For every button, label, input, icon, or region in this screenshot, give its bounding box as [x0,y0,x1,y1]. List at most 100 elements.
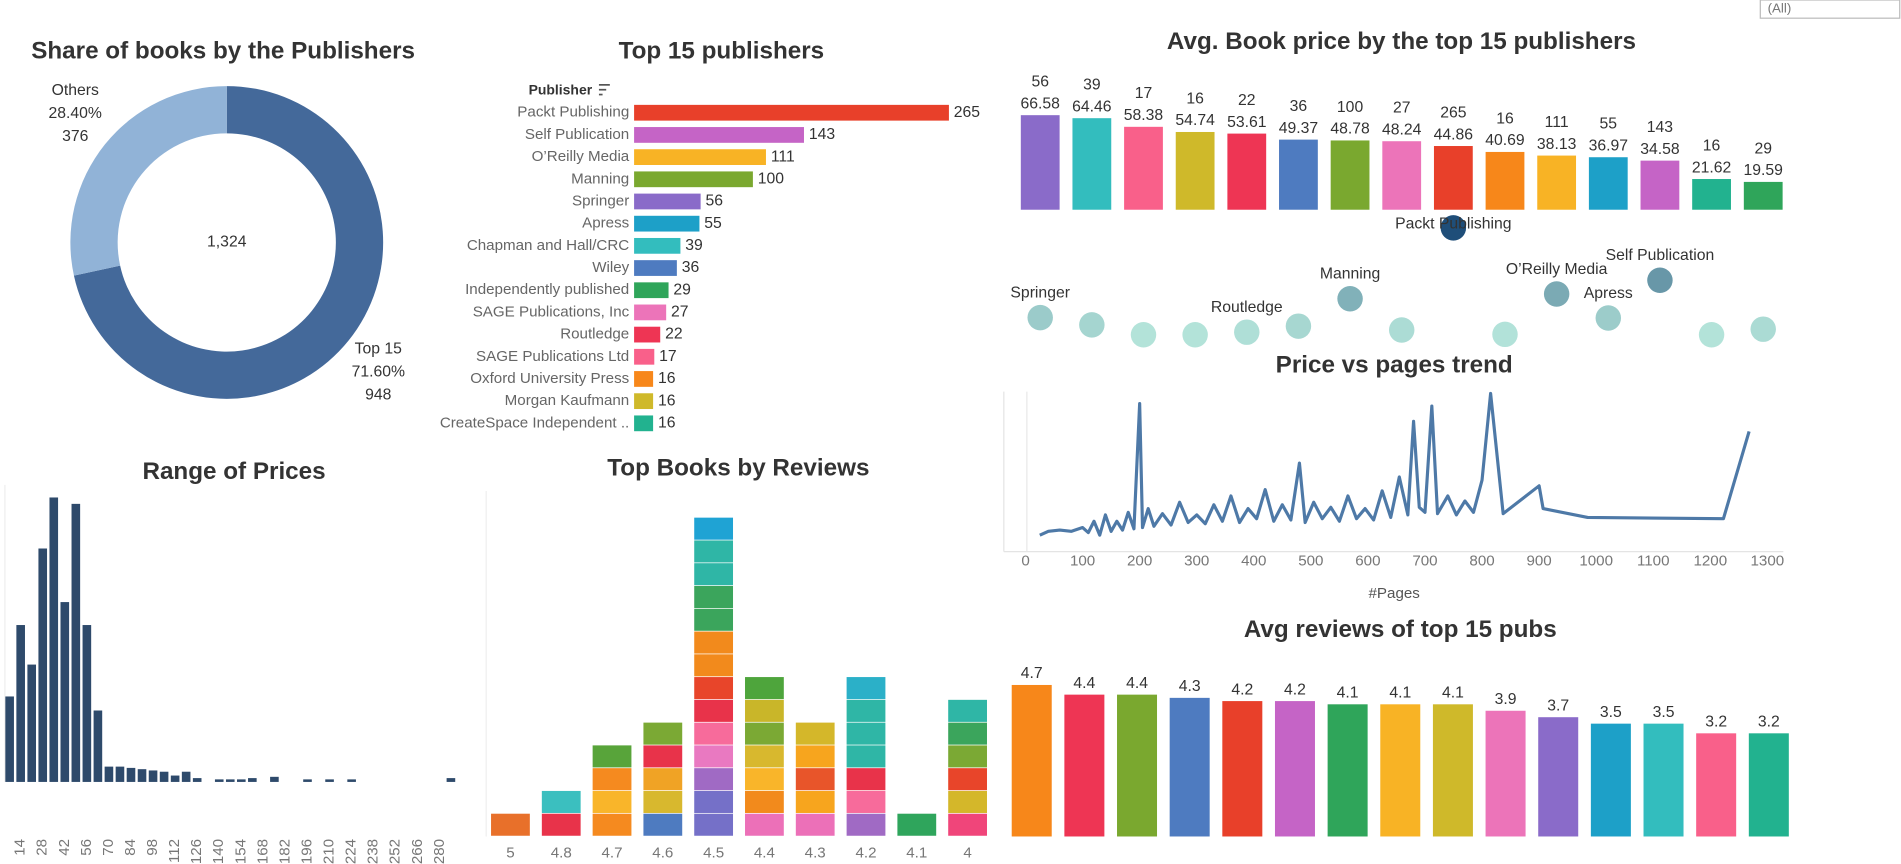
bar [1696,733,1737,837]
x-tick-label: 154 [232,839,249,864]
histogram-bar [237,779,246,782]
histogram-bar [347,779,356,782]
bar-segment [643,722,683,745]
histogram-bar [214,779,224,782]
bar-segment [694,563,734,586]
x-tick-label: 4 [963,844,971,861]
value-label: 66.58 [1020,95,1060,112]
bar-segment [694,768,734,791]
bubble [1027,304,1053,331]
count-label: 16 [1186,90,1204,107]
x-axis-label: #Pages [1369,585,1421,602]
donut-total: 1,324 [207,234,247,251]
bar [1748,733,1789,837]
bar [1020,115,1060,210]
bar [1011,684,1052,837]
bar [1643,723,1684,837]
category-label: O’Reilly Media [532,148,630,165]
sort-icon[interactable] [598,84,610,96]
histogram-bar [93,710,103,782]
bar-segment [846,722,886,745]
count-label: 56 [1031,74,1049,91]
histogram-bar [115,766,125,782]
histogram-bar [248,778,257,782]
chart-title: Share of books by the Publishers [31,38,415,65]
bar [1640,160,1680,210]
bar [1072,118,1112,210]
category-label: Chapman and Hall/CRC [467,237,629,254]
count-label: 16 [1496,110,1514,127]
bar [634,260,677,276]
category-label: Packt Publishing [517,104,629,121]
value-label: 48.24 [1382,121,1422,138]
x-tick-label: 4.5 [703,844,724,861]
value-label: 4.4 [1073,675,1095,692]
bar [1124,126,1163,210]
x-tick-label: 100 [1070,552,1095,569]
bar-segment [694,722,734,745]
x-tick-label: 266 [409,839,426,864]
bar-segment [694,585,734,609]
value-label: 39 [685,237,703,254]
bar-segment [694,631,734,654]
count-label: 22 [1238,92,1256,109]
value-label: 38.13 [1537,136,1577,153]
bar [1274,701,1315,837]
value-label: 16 [658,392,676,409]
bar-segment [795,813,835,836]
bubble [1234,319,1260,345]
bar-segment [948,722,987,745]
x-tick-label: 900 [1526,552,1551,569]
bubble-label: Apress [1584,285,1633,302]
count-label: 16 [1703,137,1721,154]
bar-segment [643,745,683,768]
bar-segment [694,608,734,631]
bar [634,193,701,210]
bubble-label: Self Publication [1606,247,1715,264]
count-label: 100 [1337,99,1364,116]
count-label: 111 [1545,114,1569,131]
slice-percent: 28.40% [49,105,102,122]
count-label: 17 [1135,85,1153,102]
bar [634,348,655,365]
bar [1538,717,1579,837]
bar [1692,179,1731,210]
value-label: 49.37 [1279,120,1318,137]
bar-segment [694,813,734,836]
bar-segment [694,540,734,563]
chart-title: Avg. Book price by the top 15 publishers [1167,28,1636,55]
filter-box[interactable] [1759,0,1901,19]
count-label: 39 [1083,77,1101,94]
bubble [1543,281,1570,307]
x-tick-label: 238 [365,839,382,864]
bar [1485,151,1525,210]
category-label: Springer [572,192,629,209]
filter[interactable]: (All) [1759,0,1901,19]
x-tick-label: 1100 [1637,552,1670,569]
bar-segment [745,768,784,791]
histogram-bar [104,766,114,782]
x-tick-label: 1300 [1751,552,1785,569]
x-tick-label: 300 [1184,552,1209,569]
bar-segment [795,722,835,745]
x-tick-label: 140 [210,839,227,864]
filter-label[interactable]: (All) [1768,1,1792,16]
count-label: 27 [1393,100,1411,117]
category-label: Self Publication [525,126,629,143]
bar-segment [694,677,734,700]
x-tick-label: 400 [1241,552,1266,569]
bar-segment [948,790,987,813]
donut-slice [70,86,227,276]
value-label: 16 [658,370,676,387]
bubble [1337,285,1363,312]
histogram-bar [27,664,37,782]
value-label: 265 [954,104,981,121]
chart-title: Top 15 publishers [619,38,825,65]
count-label: 29 [1754,140,1772,157]
x-tick-label: 600 [1355,552,1380,569]
x-tick-label: 224 [343,839,360,864]
x-tick-label: 200 [1127,552,1152,569]
slice-percent: 71.60% [352,363,405,380]
category-label: Routledge [560,326,629,343]
